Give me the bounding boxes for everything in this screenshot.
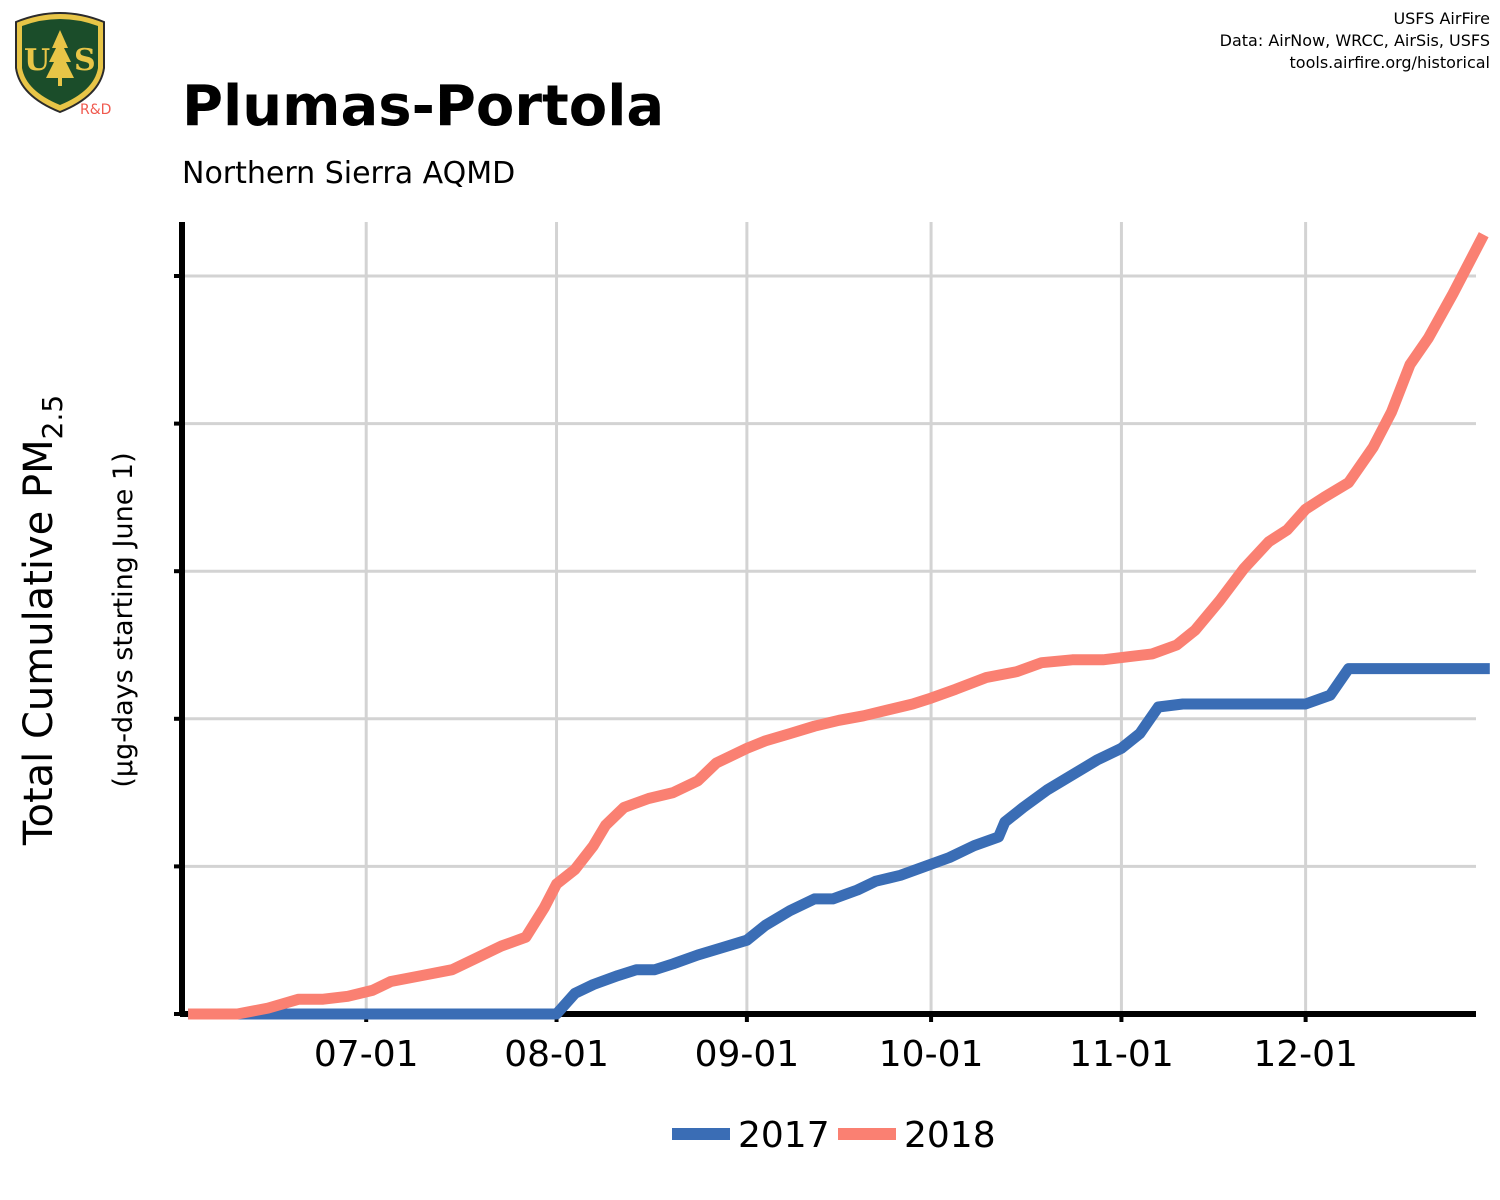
logo-rd-label: R&D <box>80 102 111 118</box>
series-line-2018 <box>188 232 1489 1020</box>
logo-letter-s: S <box>74 43 96 78</box>
legend-label-2018: 2018 <box>904 1115 996 1156</box>
series <box>188 232 1490 1020</box>
x-tick-label: 07-01 <box>314 1034 419 1075</box>
series-line-2017 <box>188 663 1490 1020</box>
x-tick-label: 10-01 <box>879 1034 984 1075</box>
chart-subtitle: Northern Sierra AQMD <box>182 156 516 191</box>
credit-line-url: tools.airfire.org/historical <box>1289 53 1490 72</box>
chart-title: Plumas-Portola <box>182 74 665 139</box>
x-tick-label: 12-01 <box>1253 1034 1358 1075</box>
credit-line-source: USFS AirFire <box>1393 9 1490 28</box>
x-tick-label: 11-01 <box>1069 1034 1174 1075</box>
x-tick-label: 08-01 <box>504 1034 609 1075</box>
y-axis-units-label: (µg-days starting June 1) <box>108 452 139 787</box>
credits: USFS AirFire Data: AirNow, WRCC, AirSis,… <box>1220 8 1490 74</box>
axes: 07-01 08-01 09-01 10-01 11-01 12-01 <box>174 222 1476 1075</box>
legend: 2017 2018 <box>672 1115 996 1156</box>
x-tick-label: 09-01 <box>695 1034 800 1075</box>
tree-icon <box>46 30 74 78</box>
logo-letter-u: U <box>24 43 50 78</box>
y-axis-label-group: Total Cumulative PM2.5 (µg-days starting… <box>16 395 139 846</box>
credit-line-data: Data: AirNow, WRCC, AirSis, USFS <box>1219 31 1490 50</box>
legend-label-2017: 2017 <box>738 1115 830 1156</box>
usfs-logo: U S R&D <box>8 8 112 118</box>
usfs-shield-icon: U S R&D <box>15 12 111 118</box>
y-axis-label: Total Cumulative PM2.5 <box>16 395 69 846</box>
